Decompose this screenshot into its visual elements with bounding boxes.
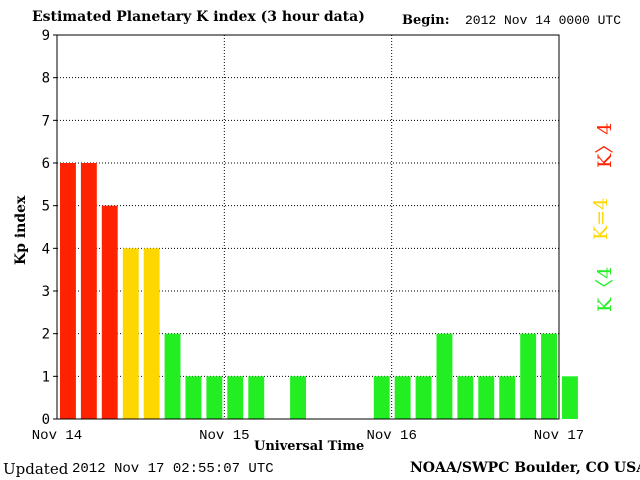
kp-bar [373,376,390,419]
x-axis-label: Universal Time [254,439,365,454]
kp-bar [478,376,495,419]
kp-bar [415,376,432,419]
kp-bar [541,333,557,419]
kp-bar [122,248,139,419]
kp-bar [143,248,160,419]
y-tick-label: 3 [42,284,50,300]
kp-bar [436,333,453,419]
begin-value: 2012 Nov 14 0000 UTC [465,13,622,28]
x-tick-label: Nov 16 [366,428,416,444]
kp-bar [101,205,118,419]
chart-bars [60,163,578,419]
y-axis-label: Kp index [13,195,29,265]
kp-bar [164,333,181,419]
y-tick-label: 9 [42,28,50,44]
kp-bar [394,376,411,419]
kp-bar [499,376,516,419]
legend-k-less-4: K〈4 [594,266,616,312]
legend-k-equal-4: K=4 [590,197,612,240]
chart-title: Estimated Planetary K index (3 hour data… [32,9,365,25]
x-ticks: Nov 14 Nov 15 Nov 16 Nov 17 [32,428,584,444]
y-tick-label: 5 [42,199,50,215]
kp-bar [227,376,244,419]
y-tick-label: 1 [42,369,50,385]
x-tick-label: Nov 15 [199,428,249,444]
kp-bar [206,376,223,419]
kp-bar [562,376,578,419]
plot-frame [56,34,560,420]
kp-bar [248,376,265,419]
kp-bar [60,163,76,419]
x-tick-label: Nov 14 [32,428,82,444]
y-tick-label: 8 [42,71,50,87]
updated-value: 2012 Nov 17 02:55:07 UTC [72,461,274,477]
y-tick-label: 0 [42,412,50,428]
y-tick-label: 2 [42,327,50,343]
kp-bar [80,163,97,419]
y-tick-label: 6 [42,156,50,172]
kp-bar [457,376,474,419]
kp-bar [520,333,537,419]
source-credit: NOAA/SWPC Boulder, CO USA [410,460,640,476]
x-tick-label: Nov 17 [534,428,584,444]
chart-grid [57,35,559,419]
kp-bar [290,376,306,419]
y-ticks: 0 1 2 3 4 5 6 7 8 9 [42,28,57,428]
begin-label: Begin: [402,13,450,28]
y-tick-label: 4 [42,241,50,257]
kp-bar [185,376,202,419]
legend-k-greater-4: K〉4 [594,122,616,168]
updated-label: Updated [3,460,69,478]
y-tick-label: 7 [42,113,50,129]
